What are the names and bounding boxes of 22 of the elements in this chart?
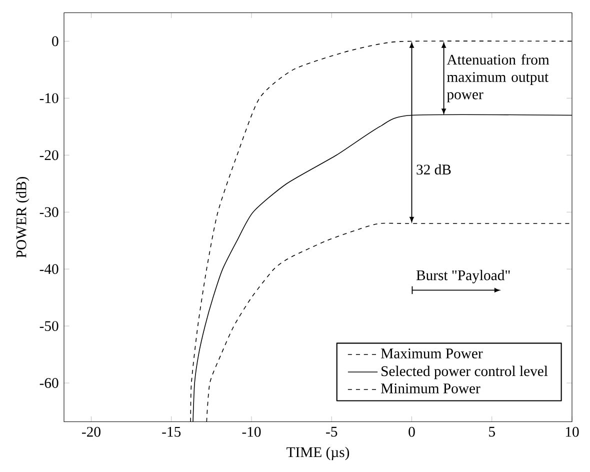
x-tick-label: -5 — [326, 426, 338, 437]
x-tick-label: 0 — [408, 426, 415, 437]
y-tick-label: -20 — [40, 150, 58, 160]
y-axis-title: POWER (dB) — [16, 176, 30, 258]
annotation: 32 dB — [416, 164, 451, 175]
y-tick-label: 0 — [52, 36, 58, 46]
annotation: Burst "Payload" — [416, 270, 510, 284]
x-tick-label: -20 — [82, 426, 100, 437]
y-tick-label: -30 — [40, 207, 58, 218]
x-tick-label: 5 — [489, 426, 495, 437]
annotation: Attenuation from maximum output power — [446, 54, 550, 102]
y-tick-label: -10 — [40, 93, 58, 104]
x-tick-label: 10 — [566, 426, 579, 437]
x-tick-label: -15 — [162, 426, 181, 437]
y-tick-label: -60 — [40, 378, 58, 388]
legend-label: Maximum Power — [381, 348, 483, 358]
legend-label: Minimum Power — [381, 384, 480, 394]
y-tick-label: -50 — [40, 321, 58, 331]
x-tick-label: -10 — [242, 426, 261, 437]
y-tick-label: -40 — [40, 264, 58, 274]
x-axis-title: TIME (µs) — [286, 446, 350, 460]
legend-label: Selected power control level — [382, 366, 548, 380]
